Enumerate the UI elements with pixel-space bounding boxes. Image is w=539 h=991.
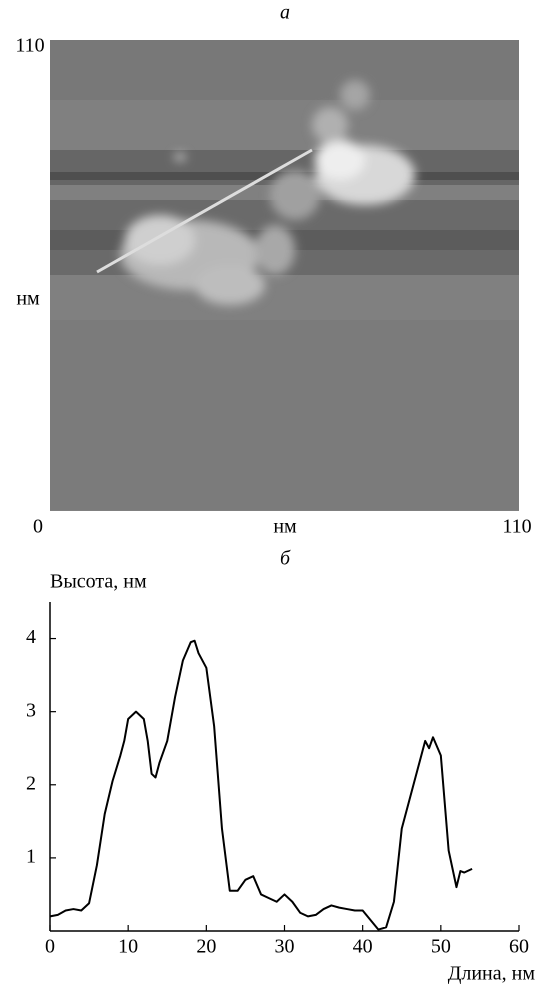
x-tick-label: 40 <box>353 936 373 958</box>
y-tick-label: 4 <box>26 626 36 648</box>
x-tick-label: 20 <box>196 936 216 958</box>
image-axis-label: нм <box>273 516 297 538</box>
x-tick-label: 60 <box>509 936 529 958</box>
y-axis-label: Высота, нм <box>50 571 147 593</box>
y-tick-label: 1 <box>26 845 36 867</box>
x-axis-label: Длина, нм <box>448 963 536 985</box>
y-tick-label: 3 <box>26 699 36 721</box>
image-axis-label: 0 <box>33 516 43 538</box>
x-tick-label: 0 <box>45 936 55 958</box>
afm-image <box>50 40 519 511</box>
x-tick-label: 50 <box>431 936 451 958</box>
y-tick-label: 2 <box>26 772 36 794</box>
x-tick-label: 10 <box>118 936 138 958</box>
profile-line <box>49 639 473 931</box>
panel-label: а <box>280 2 290 24</box>
image-axis-label: нм <box>16 288 40 310</box>
panel-label: б <box>280 548 291 570</box>
x-tick-label: 30 <box>275 936 295 958</box>
image-axis-label: 110 <box>502 516 531 538</box>
image-axis-label: 110 <box>15 35 44 57</box>
